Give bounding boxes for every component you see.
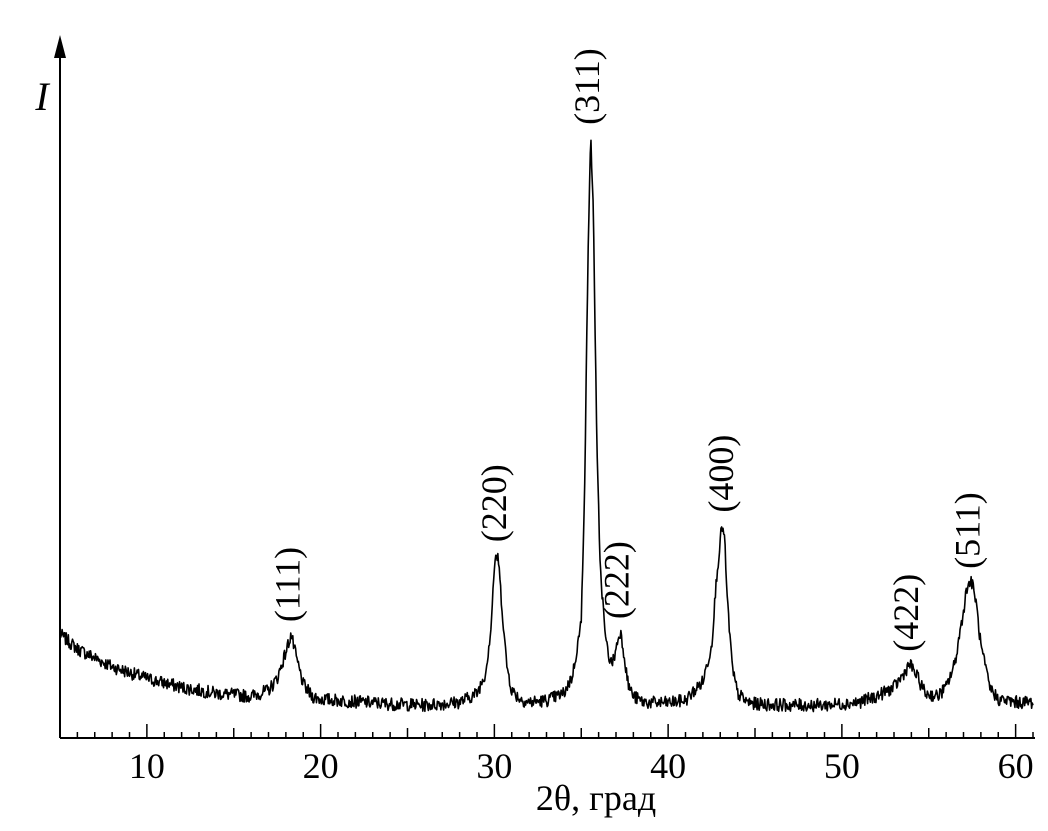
x-tick-label: 50	[824, 746, 860, 786]
x-tick-label: 40	[650, 746, 686, 786]
peak-label: (111)	[267, 547, 307, 622]
axes	[54, 35, 1035, 739]
peak-label: (220)	[474, 464, 514, 542]
x-tick-label: 60	[998, 746, 1034, 786]
y-axis-arrow	[54, 35, 66, 58]
y-axis-label: I	[34, 74, 50, 119]
xrd-series-line	[59, 139, 1034, 713]
annotation-layer: (111) (220) (311) (222) (400) (422) (511)	[267, 48, 987, 652]
x-axis-label: 2θ, град	[536, 778, 656, 818]
x-tick-label: 20	[303, 746, 339, 786]
peak-label: (311)	[567, 48, 607, 125]
peak-label: (422)	[886, 574, 926, 652]
x-tick-label: 30	[476, 746, 512, 786]
x-tick-label: 10	[129, 746, 165, 786]
tick-layer: 10 20 30 40 50 60	[59, 724, 1034, 786]
peak-label: (222)	[597, 541, 637, 619]
peak-label: (400)	[701, 435, 741, 513]
peak-label: (511)	[948, 492, 988, 569]
series-layer	[59, 139, 1034, 713]
